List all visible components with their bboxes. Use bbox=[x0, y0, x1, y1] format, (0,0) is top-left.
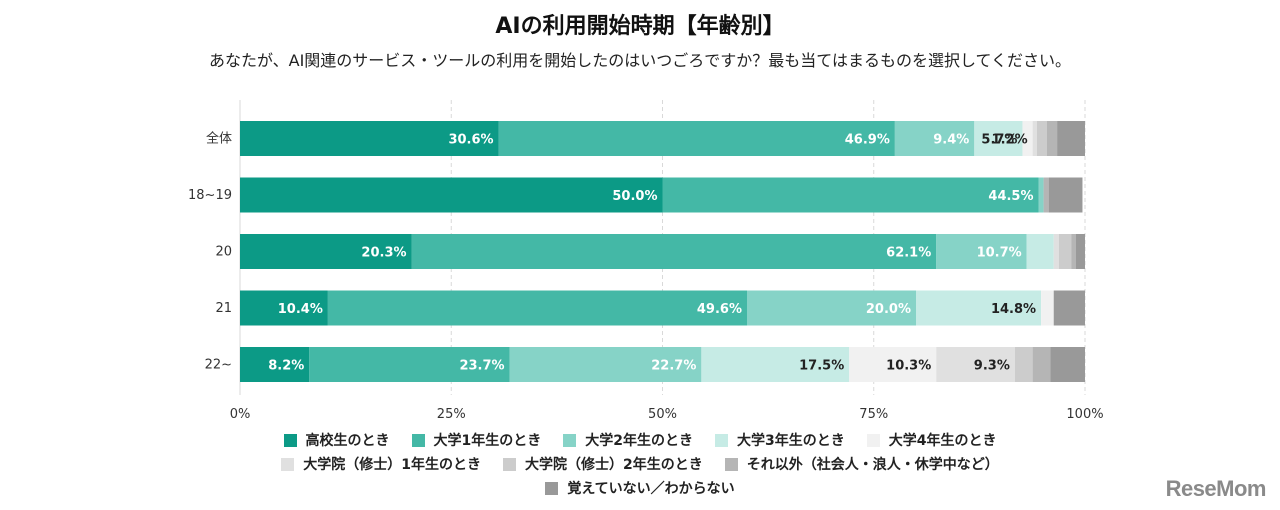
legend-label: 大学3年生のとき bbox=[737, 433, 845, 449]
chart-legend: 高校生のとき 大学1年生のとき 大学2年生のとき 大学3年生のとき 大学4年生のとき大学… bbox=[200, 430, 1080, 498]
bar-segment bbox=[1032, 347, 1051, 382]
legend-item: 大学2年生のとき bbox=[563, 430, 693, 450]
bar-segment bbox=[1036, 121, 1047, 156]
data-label: 46.9% bbox=[845, 133, 890, 148]
bar-segment bbox=[1014, 347, 1033, 382]
chart-subtitle: あなたが、AI関連のサービス・ツールの利用を開始したのはいつごろですか？最も当て… bbox=[208, 51, 1072, 70]
data-label: 9.4% bbox=[933, 133, 969, 148]
bar-segment bbox=[240, 177, 663, 213]
x-tick-label: 25% bbox=[437, 407, 466, 422]
legend-label: それ以外（社会人・浪人・休学中など） bbox=[746, 457, 999, 473]
data-label: 20.3% bbox=[361, 246, 406, 261]
legend-label: 大学2年生のとき bbox=[585, 433, 693, 449]
legend-item: 高校生のとき bbox=[283, 430, 390, 450]
bar-segment bbox=[1053, 290, 1085, 326]
bar-segment bbox=[509, 347, 702, 382]
data-label: 23.7% bbox=[459, 359, 504, 374]
bar-segment bbox=[1046, 121, 1058, 156]
bar-segment bbox=[327, 290, 747, 326]
legend-swatch bbox=[281, 457, 295, 471]
category-label: 21 bbox=[215, 301, 232, 316]
category-label: 全体 bbox=[206, 131, 232, 147]
legend-item: 大学院（修士）2年生のとき bbox=[503, 454, 703, 474]
legend-swatch bbox=[503, 457, 516, 471]
bar-segment bbox=[936, 234, 1027, 269]
legend-swatch bbox=[715, 433, 728, 447]
chart-title: AIの利用開始時期【年齢別】 bbox=[495, 14, 785, 39]
legend-item: 覚えていない／わからない bbox=[545, 478, 735, 498]
bar-segment bbox=[1043, 177, 1049, 213]
data-label: 30.6% bbox=[448, 133, 493, 148]
bar-segment bbox=[1071, 234, 1076, 269]
data-label: 49.6% bbox=[697, 302, 742, 317]
resemom-logo: ReseMom bbox=[1165, 476, 1267, 501]
data-label: 10.3% bbox=[886, 359, 931, 374]
bar-segment bbox=[240, 234, 412, 269]
bar-segment bbox=[1026, 234, 1054, 269]
legend-swatch bbox=[411, 433, 425, 447]
legend-swatch bbox=[724, 457, 738, 471]
bar-segment bbox=[240, 347, 310, 382]
category-label: 18~19 bbox=[188, 188, 232, 203]
bar-segment bbox=[240, 290, 328, 326]
bar-segment bbox=[747, 290, 916, 326]
legend-label: 大学4年生のとき bbox=[888, 433, 997, 449]
legend-swatch bbox=[866, 433, 880, 447]
category-label: 22~ bbox=[205, 358, 232, 373]
legend-item: 大学3年生のとき bbox=[715, 430, 845, 450]
x-tick-label: 75% bbox=[859, 407, 888, 422]
legend-label: 大学1年生のとき bbox=[433, 433, 542, 449]
legend-item: 大学院（修士）1年生のとき bbox=[281, 454, 481, 474]
bar-segment bbox=[1038, 177, 1044, 213]
bar-segment bbox=[1050, 347, 1085, 382]
bar-segment bbox=[1032, 121, 1037, 156]
bar-segment bbox=[1022, 121, 1033, 156]
legend-swatch bbox=[283, 433, 297, 447]
legend-swatch bbox=[563, 433, 577, 447]
legend-item: 大学1年生のとき bbox=[411, 430, 542, 450]
bar-segment bbox=[240, 121, 499, 156]
bar-segment bbox=[1053, 234, 1059, 269]
data-label: 8.2% bbox=[268, 359, 304, 374]
bar-segment bbox=[974, 121, 1023, 156]
x-tick-label: 100% bbox=[1066, 407, 1103, 422]
bar-segment bbox=[916, 290, 1042, 326]
x-tick-label: 0% bbox=[230, 407, 251, 422]
category-label: 20 bbox=[215, 245, 232, 260]
data-label: 10.4% bbox=[278, 302, 323, 317]
legend-label: 大学院（修士）2年生のとき bbox=[525, 457, 703, 473]
data-label: 17.5% bbox=[799, 359, 844, 374]
data-label: 9.3% bbox=[974, 359, 1010, 374]
bar-segment bbox=[411, 234, 937, 269]
bar-segment bbox=[1057, 121, 1085, 156]
x-tick-label: 50% bbox=[648, 407, 677, 422]
legend-label: 覚えていない／わからない bbox=[567, 481, 735, 497]
data-label: 20.0% bbox=[866, 302, 911, 317]
data-label: 50.0% bbox=[612, 189, 657, 204]
bar-segment bbox=[498, 121, 895, 156]
bar-segment bbox=[1075, 234, 1085, 269]
legend-label: 高校生のとき bbox=[305, 433, 390, 449]
data-label: 14.8% bbox=[991, 302, 1036, 317]
bar-segment bbox=[1041, 290, 1054, 326]
data-label: 62.1% bbox=[886, 246, 931, 261]
bar-segment bbox=[701, 347, 850, 382]
bar-segment bbox=[309, 347, 510, 382]
legend-swatch bbox=[545, 481, 559, 495]
legend-item: それ以外（社会人・浪人・休学中など） bbox=[724, 454, 999, 474]
bar-segment bbox=[662, 177, 1039, 213]
stacked-bar-chart: 0% 25% 50% 75% 100% 全体 30.6% 46.9% 9.4% 5.7%1.2% 1… bbox=[188, 100, 1104, 422]
bar-segment bbox=[849, 347, 937, 382]
data-label: 1.2% bbox=[992, 133, 1028, 148]
bar-segment bbox=[1058, 234, 1072, 269]
bar-segment bbox=[894, 121, 975, 156]
data-label: 5.7% bbox=[981, 133, 1017, 148]
bar-segment bbox=[1048, 177, 1083, 213]
legend-item: 大学4年生のとき bbox=[866, 430, 997, 450]
legend-label: 大学院（修士）1年生のとき bbox=[303, 457, 481, 473]
bar-segment bbox=[936, 347, 1015, 382]
data-label: 10.7% bbox=[977, 246, 1022, 261]
data-label: 22.7% bbox=[651, 359, 696, 374]
data-label: 44.5% bbox=[988, 189, 1033, 204]
